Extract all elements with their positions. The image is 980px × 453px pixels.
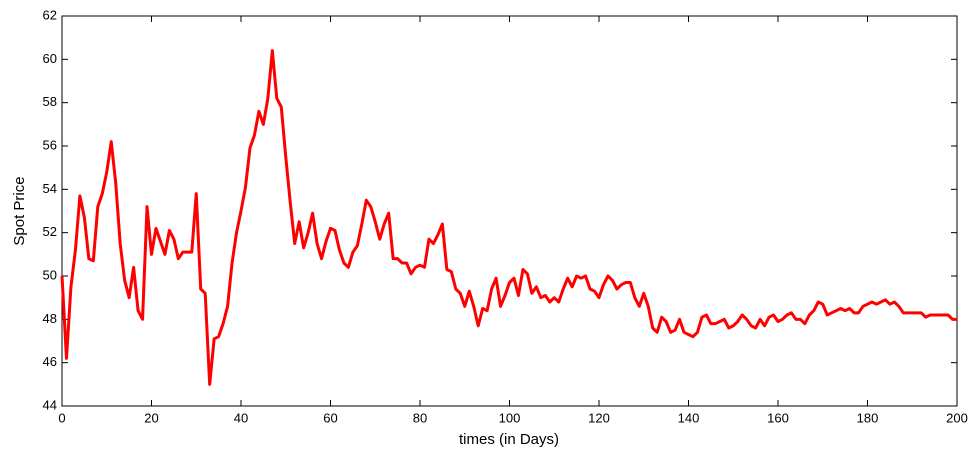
y-tick-label: 56 xyxy=(43,137,57,152)
x-tick-label: 120 xyxy=(588,410,610,425)
x-tick-label: 0 xyxy=(58,410,65,425)
x-tick-label: 160 xyxy=(767,410,789,425)
y-tick-label: 62 xyxy=(43,7,57,22)
x-tick-label: 100 xyxy=(499,410,521,425)
y-axis-label: Spot Price xyxy=(11,176,28,245)
y-tick-label: 48 xyxy=(43,311,57,326)
y-tick-label: 44 xyxy=(43,397,57,412)
y-tick-label: 46 xyxy=(43,354,57,369)
x-tick-label: 60 xyxy=(323,410,337,425)
y-tick-label: 54 xyxy=(43,181,57,196)
x-axis-label: times (in Days) xyxy=(459,431,559,448)
y-tick-label: 50 xyxy=(43,267,57,282)
x-tick-label: 200 xyxy=(946,410,968,425)
data-line xyxy=(60,49,957,386)
x-tick-label: 140 xyxy=(678,410,700,425)
x-tick-label: 80 xyxy=(413,410,427,425)
y-tick-label: 52 xyxy=(43,224,57,239)
y-tick-label: 58 xyxy=(43,94,57,109)
x-tick-label: 180 xyxy=(857,410,879,425)
y-tick-label: 60 xyxy=(43,51,57,66)
axes-box xyxy=(61,15,958,407)
x-tick-label: 20 xyxy=(144,410,158,425)
x-tick-label: 40 xyxy=(234,410,248,425)
